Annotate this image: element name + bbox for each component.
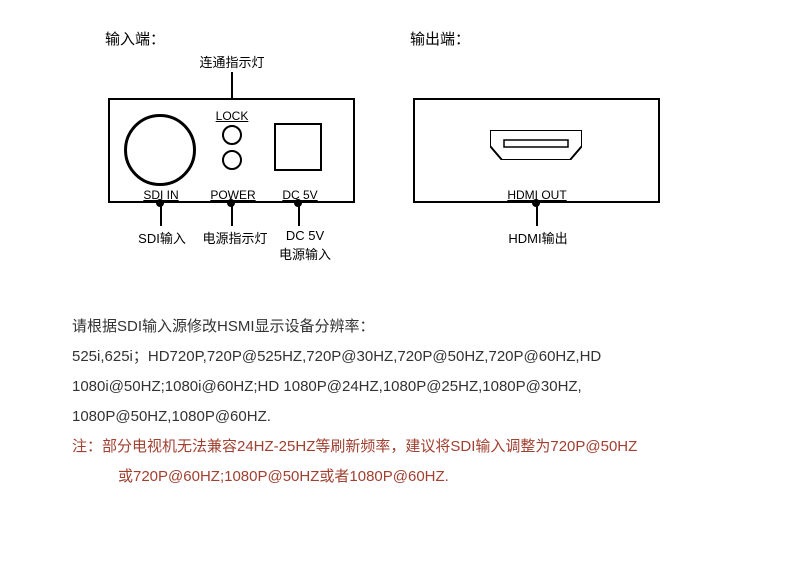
body-text: 请根据SDI输入源修改HSMI显示设备分辨率： 525i,625i；HD720P… — [72, 312, 732, 492]
body-line: 525i,625i；HD720P,720P@525HZ,720P@30HZ,72… — [72, 342, 732, 372]
lock-label: LOCK — [214, 109, 250, 123]
input-title: 输入端： — [105, 28, 165, 49]
callout-hdmi-label: HDMI输出 — [502, 228, 574, 247]
output-title: 输出端： — [410, 28, 470, 49]
power-led — [222, 150, 242, 170]
callout-sdi-label: SDI输入 — [132, 228, 192, 247]
sdi-connector — [124, 114, 196, 186]
callout-hdmi-dot — [532, 199, 540, 207]
callout-power-dot — [227, 199, 235, 207]
body-line: 请根据SDI输入源修改HSMI显示设备分辨率： — [72, 312, 732, 342]
diagram-area: 输入端： 连通指示灯 SDI IN LOCK POWER DC 5V SDI输入… — [0, 0, 790, 300]
callout-sdi-dot — [156, 199, 164, 207]
note-line: 或720P@60HZ;1080P@50HZ或者1080P@60HZ. — [72, 462, 732, 492]
note-line: 注：部分电视机无法兼容24HZ-25HZ等刷新频率，建议将SDI输入调整为720… — [72, 432, 732, 462]
callout-dc-dot — [294, 199, 302, 207]
body-line: 1080P@50HZ,1080P@60HZ. — [72, 402, 732, 432]
callout-dc-label2: 电源输入 — [270, 244, 340, 263]
callout-power-label: 电源指示灯 — [195, 228, 275, 247]
body-line: 1080i@50HZ;1080i@60HZ;HD 1080P@24HZ,1080… — [72, 372, 732, 402]
callout-lock-led: 连通指示灯 — [187, 52, 277, 71]
lock-led — [222, 125, 242, 145]
callout-dc-label1: DC 5V — [275, 228, 335, 243]
dc-input — [274, 123, 322, 171]
hdmi-port — [490, 130, 582, 160]
